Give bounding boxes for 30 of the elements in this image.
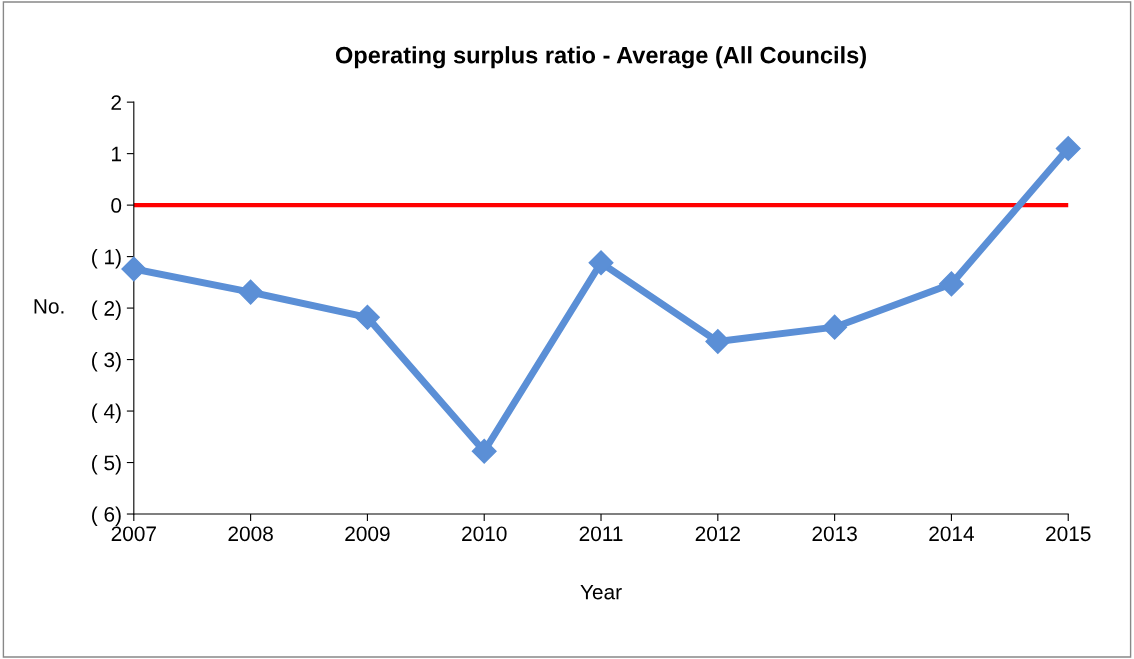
x-tick-label: 2012: [695, 526, 740, 542]
x-tick-label: 2015: [1046, 526, 1091, 542]
y-tick-label: ( 4): [92, 403, 121, 423]
point: [1055, 136, 1081, 161]
y-tick-label: 1: [112, 146, 121, 162]
y-tick-label: ( 6): [92, 506, 121, 526]
point: [121, 256, 147, 282]
y-tick-label: ( 5): [92, 454, 121, 475]
y-axis-title: No.: [34, 299, 64, 314]
x-tick-label: 2010: [462, 526, 507, 542]
y-tick-label: 2: [111, 95, 121, 110]
point: [938, 271, 964, 297]
point: [354, 304, 380, 330]
chart-title: Operating surplus ratio - Average (All Councils): [335, 46, 866, 69]
x-tick-label: 2013: [812, 526, 857, 542]
x-tick-label: 2014: [929, 526, 974, 542]
x-tick-label: 2009: [345, 526, 390, 542]
x-axis-title: Year: [580, 584, 622, 600]
x-tick-label: 2011: [579, 526, 623, 542]
x-tick-label: 2008: [228, 526, 273, 542]
point: [238, 279, 264, 305]
y-tick-label: ( 2): [92, 300, 121, 320]
point: [705, 329, 731, 355]
point: [471, 438, 497, 464]
point: [822, 314, 848, 340]
x-tick-label: 2007: [111, 526, 156, 542]
point: [588, 250, 614, 276]
y-tick-label: ( 1): [92, 249, 121, 269]
y-tick-label: ( 3): [92, 352, 121, 372]
y-tick-label: 0: [111, 198, 122, 213]
